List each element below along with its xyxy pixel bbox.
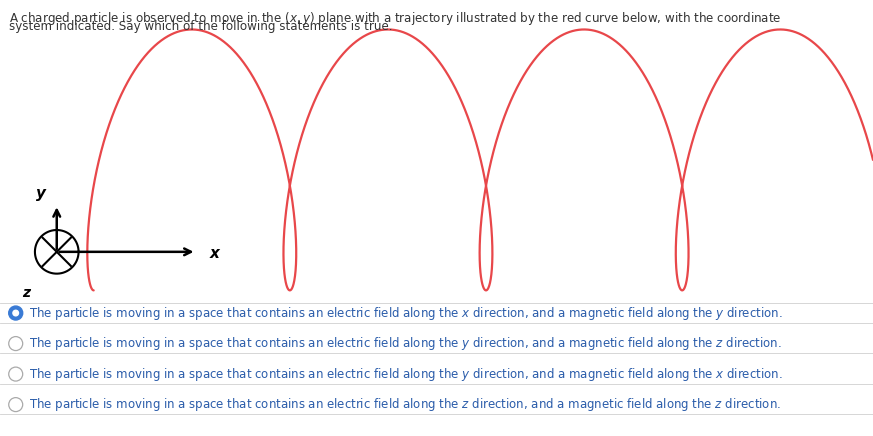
Text: The particle is moving in a space that contains an electric field along the $z$ : The particle is moving in a space that c…	[29, 396, 780, 413]
Ellipse shape	[9, 367, 23, 381]
Text: y: y	[36, 187, 46, 201]
Text: x: x	[210, 246, 219, 261]
Text: The particle is moving in a space that contains an electric field along the $y$ : The particle is moving in a space that c…	[29, 366, 782, 382]
Text: system indicated. Say which of the following statements is true.: system indicated. Say which of the follo…	[9, 20, 392, 34]
Ellipse shape	[9, 398, 23, 412]
Ellipse shape	[13, 310, 18, 316]
Text: A charged particle is observed to move in the $(x, y)$ plane with a trajectory i: A charged particle is observed to move i…	[9, 10, 781, 27]
Text: The particle is moving in a space that contains an electric field along the $y$ : The particle is moving in a space that c…	[29, 335, 781, 352]
Ellipse shape	[9, 337, 23, 351]
Ellipse shape	[9, 306, 23, 320]
Text: The particle is moving in a space that contains an electric field along the $x$ : The particle is moving in a space that c…	[29, 305, 782, 321]
Text: z: z	[23, 286, 31, 300]
